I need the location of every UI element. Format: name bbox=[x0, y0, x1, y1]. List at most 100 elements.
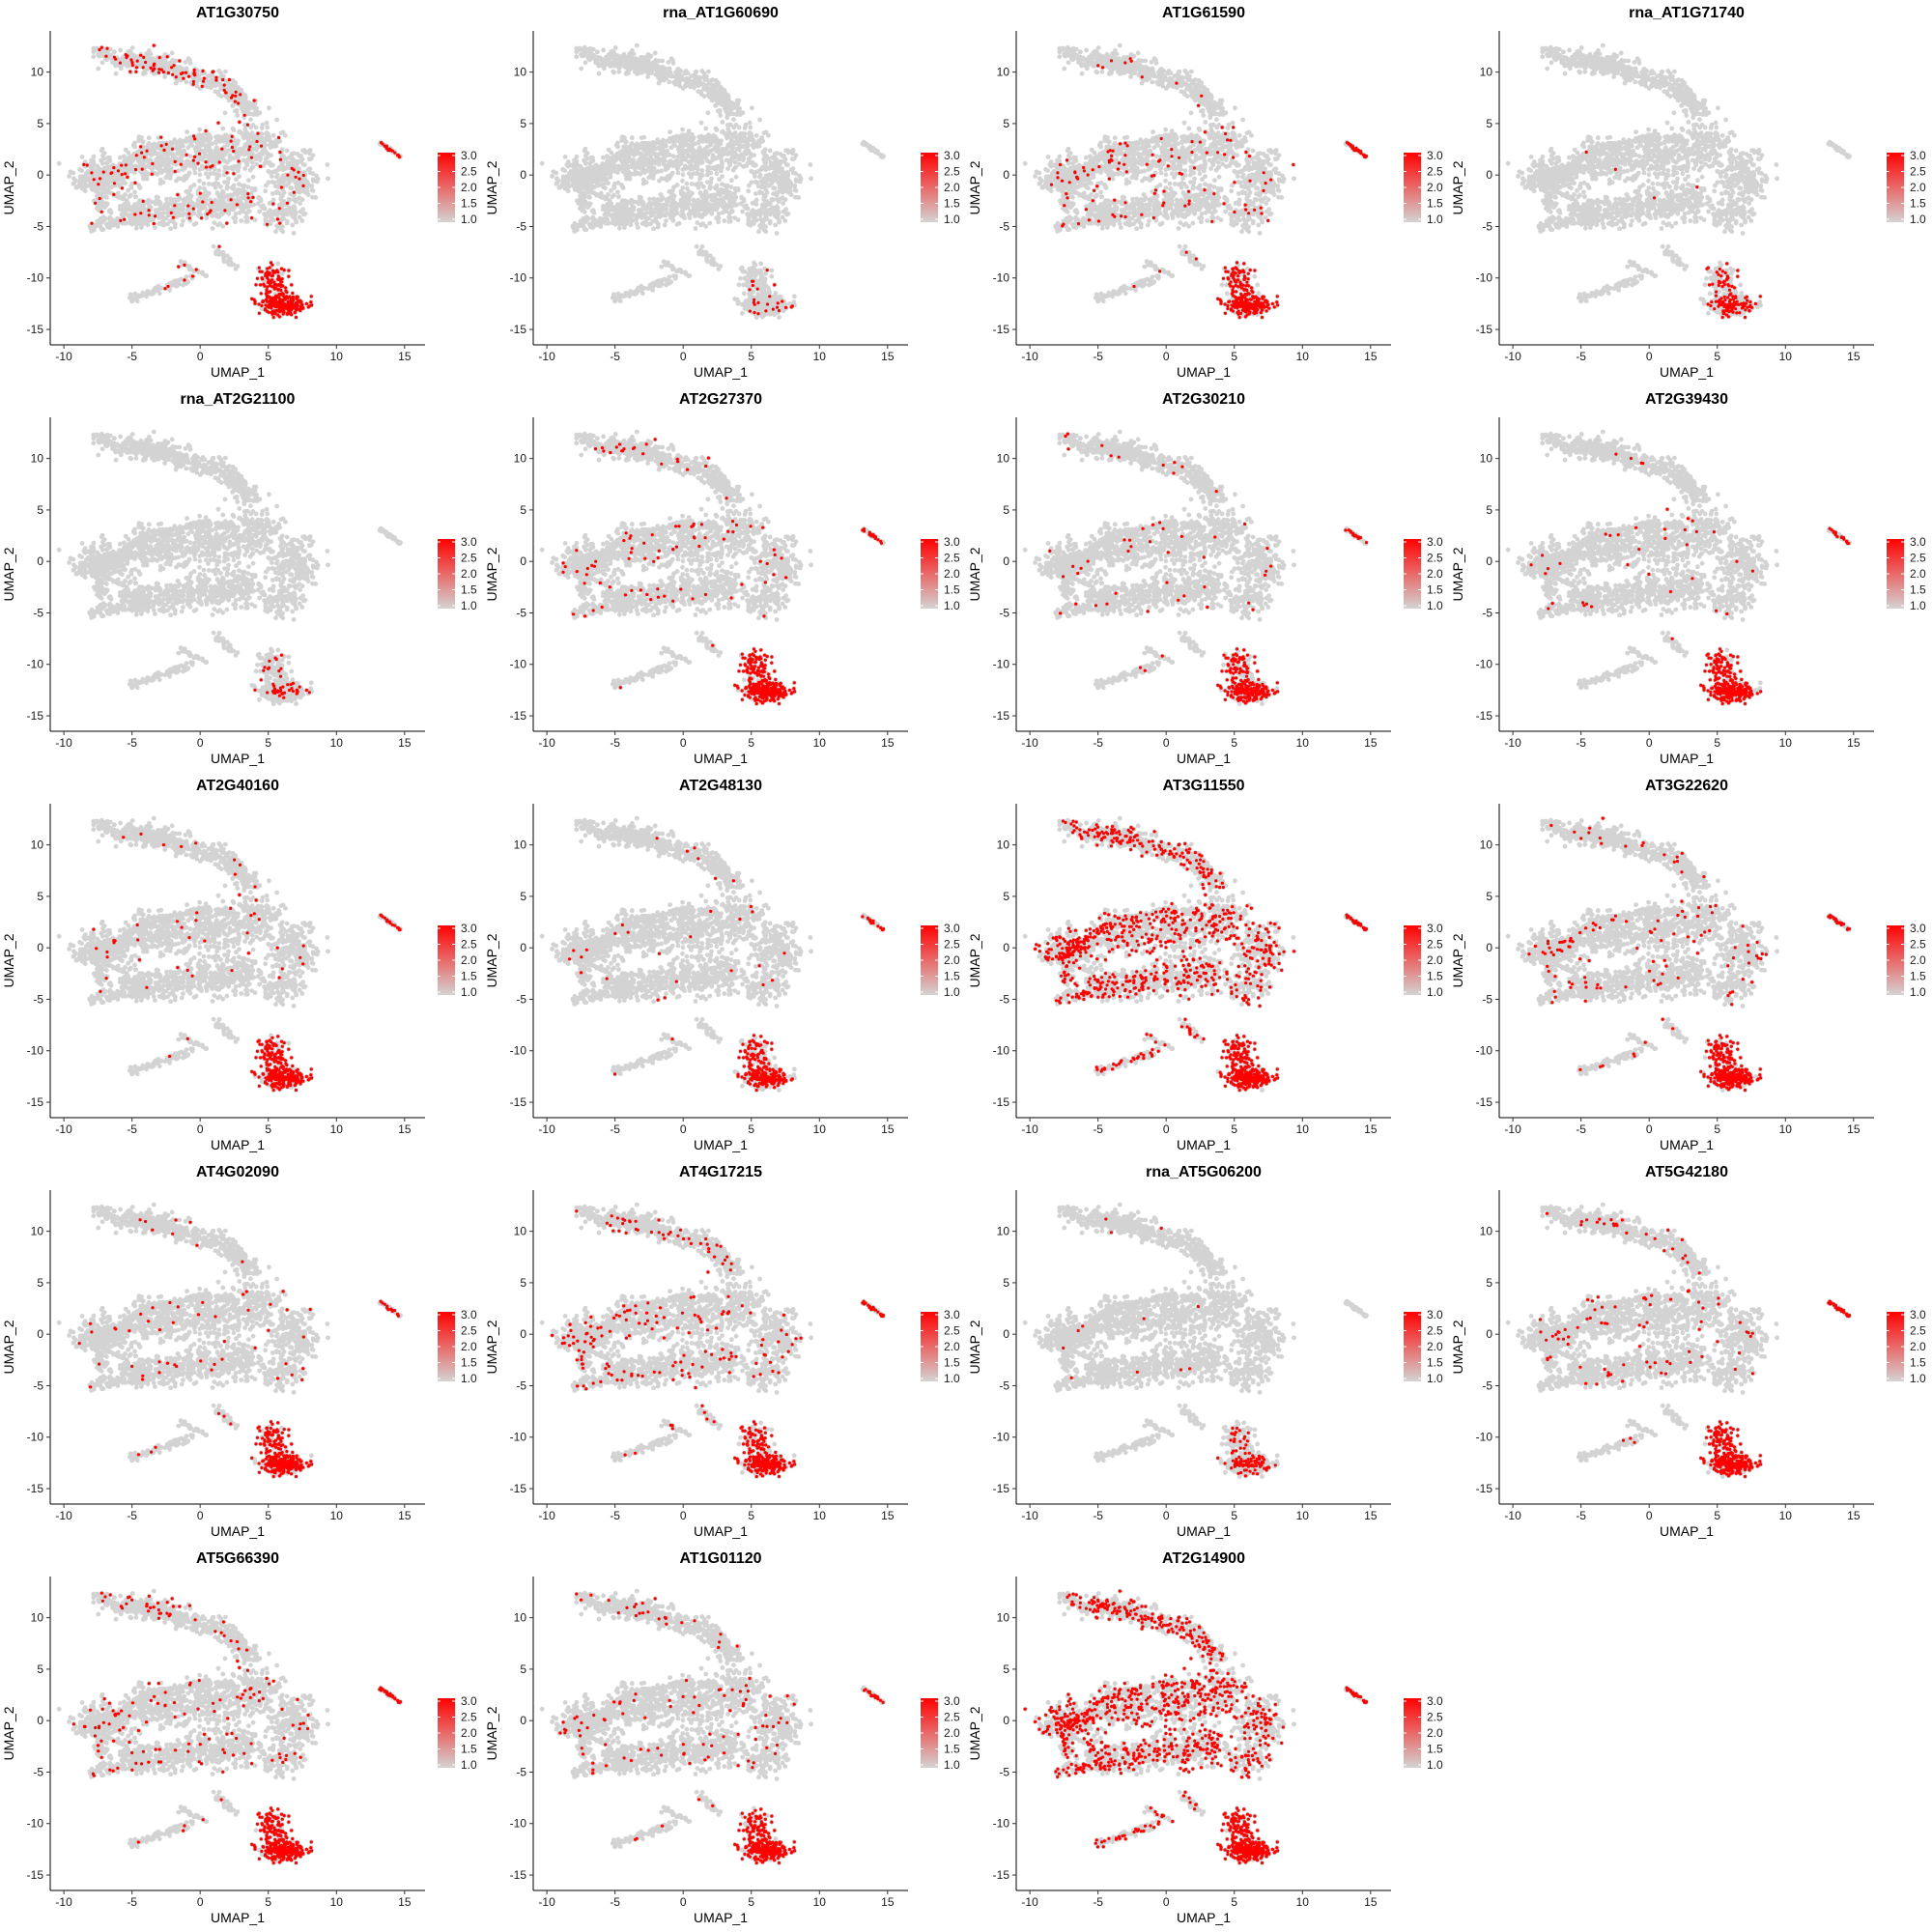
cell-point bbox=[159, 205, 164, 210]
cell-point-expressed bbox=[300, 306, 303, 309]
cell-point-expressed bbox=[258, 312, 261, 315]
cell-point bbox=[588, 160, 593, 165]
cell-point bbox=[161, 56, 166, 61]
cell-point bbox=[99, 220, 104, 225]
cell-point bbox=[75, 185, 80, 190]
cell-point bbox=[699, 134, 704, 139]
cell-point bbox=[232, 84, 237, 89]
cell-point-expressed bbox=[225, 222, 228, 225]
cell-point-expressed bbox=[139, 54, 142, 57]
cell-point bbox=[156, 166, 160, 171]
cell-point bbox=[160, 161, 165, 166]
cell-point-expressed bbox=[129, 58, 132, 61]
cell-point-expressed bbox=[288, 303, 291, 306]
cell-point-expressed bbox=[249, 200, 252, 203]
cell-point bbox=[243, 215, 248, 220]
cell-point bbox=[715, 98, 720, 102]
cell-point bbox=[234, 141, 239, 146]
cell-point bbox=[597, 71, 602, 76]
cell-point bbox=[132, 190, 137, 195]
cell-point bbox=[270, 163, 275, 168]
cell-point-expressed bbox=[157, 71, 160, 74]
cell-point bbox=[91, 49, 96, 54]
y-tick-label: -10 bbox=[27, 271, 44, 285]
cell-point-expressed bbox=[260, 145, 263, 148]
cell-point-expressed bbox=[171, 73, 174, 76]
cell-point-expressed bbox=[193, 137, 196, 140]
cell-point bbox=[80, 155, 85, 159]
cell-point-expressed bbox=[144, 61, 147, 64]
cell-point-expressed bbox=[280, 306, 283, 309]
cell-point bbox=[689, 73, 694, 78]
cell-point bbox=[734, 105, 739, 110]
cell-point-expressed bbox=[277, 274, 280, 277]
cell-point-expressed bbox=[278, 293, 281, 296]
cell-point-expressed bbox=[158, 56, 161, 59]
cell-point-expressed bbox=[271, 274, 274, 277]
cell-point-expressed bbox=[269, 304, 271, 307]
cell-point-expressed bbox=[238, 159, 241, 162]
cell-point-expressed bbox=[200, 216, 203, 219]
cell-point-expressed bbox=[185, 154, 188, 156]
cell-point bbox=[89, 165, 94, 170]
cell-point bbox=[133, 297, 138, 301]
cell-point bbox=[57, 161, 62, 166]
cell-point-expressed bbox=[192, 159, 195, 162]
cell-point bbox=[71, 181, 76, 185]
cell-point-expressed bbox=[142, 200, 145, 203]
cell-point-expressed bbox=[387, 148, 390, 151]
cell-point-expressed bbox=[173, 204, 176, 207]
cell-point bbox=[626, 60, 631, 65]
cell-point-expressed bbox=[234, 95, 237, 98]
cell-point bbox=[157, 199, 162, 204]
cell-point-expressed bbox=[201, 85, 204, 88]
cell-point bbox=[270, 191, 275, 196]
cell-point-expressed bbox=[270, 313, 273, 316]
cell-point bbox=[696, 79, 701, 84]
cell-point-expressed bbox=[192, 72, 195, 75]
cell-point bbox=[306, 149, 311, 154]
cell-point bbox=[213, 139, 218, 144]
cell-point bbox=[198, 172, 203, 177]
cell-point bbox=[128, 193, 133, 198]
plot-title: AT1G30750 bbox=[196, 5, 279, 21]
cell-point bbox=[710, 77, 715, 82]
cell-point-expressed bbox=[146, 150, 149, 153]
cell-point bbox=[105, 202, 110, 207]
cell-point bbox=[179, 208, 184, 213]
cell-point bbox=[601, 156, 606, 160]
cell-point bbox=[91, 54, 96, 59]
cell-point bbox=[181, 167, 185, 172]
cell-point bbox=[723, 106, 727, 111]
cell-point-expressed bbox=[104, 55, 107, 58]
cell-point-expressed bbox=[225, 171, 228, 174]
cell-point bbox=[595, 50, 600, 55]
cell-point bbox=[623, 140, 628, 145]
cell-point bbox=[100, 161, 105, 166]
cell-point bbox=[294, 220, 298, 225]
cell-point bbox=[127, 151, 131, 156]
cell-point bbox=[226, 193, 231, 198]
cell-point-expressed bbox=[272, 316, 275, 319]
cell-point bbox=[591, 53, 596, 58]
cell-point-expressed bbox=[295, 176, 298, 179]
cell-point bbox=[540, 161, 545, 166]
cell-point bbox=[617, 70, 622, 74]
cell-point-expressed bbox=[287, 275, 290, 278]
cell-point bbox=[582, 50, 587, 55]
cell-point-expressed bbox=[170, 212, 173, 214]
cell-point-expressed bbox=[102, 171, 105, 174]
cell-point bbox=[200, 164, 205, 169]
cell-point bbox=[188, 154, 193, 158]
cell-point bbox=[88, 184, 93, 188]
cell-point-expressed bbox=[280, 284, 283, 287]
cell-point-expressed bbox=[217, 245, 220, 248]
cell-point bbox=[266, 160, 270, 165]
cell-point-expressed bbox=[151, 173, 154, 176]
cell-point bbox=[197, 128, 202, 132]
cell-point bbox=[210, 150, 214, 155]
cell-point bbox=[236, 156, 241, 161]
cell-point-expressed bbox=[243, 114, 246, 117]
cell-point bbox=[244, 162, 249, 167]
cell-point bbox=[147, 135, 152, 140]
